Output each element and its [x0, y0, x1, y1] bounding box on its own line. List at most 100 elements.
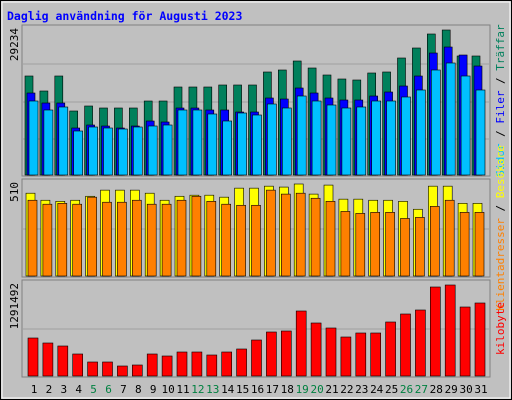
- x-tick-label: 14: [221, 383, 235, 396]
- x-tick-label: 19: [296, 383, 309, 396]
- bar: [58, 106, 69, 176]
- bar: [430, 69, 441, 176]
- bar: [474, 212, 485, 277]
- bar: [400, 218, 410, 277]
- bar: [236, 204, 246, 277]
- legend-entry: Besökare: [494, 145, 507, 198]
- bar: [251, 204, 261, 277]
- x-tick-label: 26: [400, 383, 413, 396]
- bar: [132, 199, 142, 277]
- x-tick-label: 16: [251, 383, 264, 396]
- bar: [161, 355, 173, 377]
- legend-entry: Träffar: [494, 24, 507, 71]
- bar: [28, 100, 39, 176]
- bar: [326, 104, 337, 176]
- bar: [296, 95, 307, 176]
- bar: [42, 342, 54, 377]
- x-tick-label: 22: [340, 383, 353, 396]
- legend: kilobyte: [494, 302, 507, 355]
- bar: [474, 302, 486, 377]
- x-tick-label: 24: [370, 383, 384, 396]
- x-tick-label: 25: [385, 383, 398, 396]
- x-tick-label: 4: [75, 383, 82, 396]
- x-tick-label: 18: [281, 383, 294, 396]
- bar: [57, 345, 69, 377]
- legend-separator: /: [494, 124, 507, 144]
- bar: [341, 107, 352, 176]
- x-tick-label: 9: [150, 383, 157, 396]
- bar: [221, 351, 232, 377]
- y-tick-label: 29234: [8, 28, 21, 61]
- bar: [355, 332, 367, 377]
- bar: [281, 107, 292, 176]
- bar: [176, 351, 188, 377]
- x-tick-label: 28: [430, 383, 443, 396]
- x-tick-label: 29: [445, 383, 458, 396]
- bar: [191, 195, 202, 277]
- bar: [103, 127, 113, 176]
- bar: [385, 212, 395, 277]
- x-tick-label: 2: [46, 383, 53, 396]
- bar: [460, 75, 471, 176]
- bar: [162, 124, 173, 176]
- bar: [221, 203, 231, 277]
- bar: [146, 353, 158, 377]
- bar: [132, 364, 143, 377]
- x-tick-label: 11: [176, 383, 189, 396]
- bar: [117, 365, 128, 377]
- bar: [27, 337, 39, 377]
- bar: [459, 212, 470, 277]
- x-tick-label: 12: [191, 383, 204, 396]
- bar: [72, 203, 82, 277]
- bar: [429, 206, 440, 277]
- x-tick-label: 1: [31, 383, 38, 396]
- bar: [459, 306, 471, 377]
- x-tick-label: 21: [325, 383, 338, 396]
- bar: [415, 217, 425, 277]
- bar: [87, 196, 97, 277]
- bar: [280, 330, 292, 377]
- bar: [73, 130, 83, 176]
- bar: [325, 327, 337, 377]
- y-tick-label: 510: [8, 182, 21, 202]
- bar: [88, 126, 98, 176]
- chart-title: Daglig användning för Augusti 2023: [7, 9, 242, 23]
- bar: [192, 109, 203, 176]
- bar: [340, 211, 351, 277]
- bar: [222, 120, 232, 176]
- x-tick-label: 3: [60, 383, 67, 396]
- bar: [206, 354, 218, 377]
- bar: [325, 201, 336, 277]
- bar: [43, 109, 54, 176]
- x-tick-label: 10: [161, 383, 174, 396]
- y-tick-label: 1291492: [8, 283, 21, 329]
- bar: [102, 361, 113, 377]
- legend: Sidor / Filer / Träffar: [494, 24, 507, 177]
- bar: [42, 203, 53, 277]
- bar: [295, 310, 307, 377]
- bar: [57, 203, 68, 277]
- bar: [475, 89, 486, 176]
- bar: [161, 203, 172, 277]
- bar: [236, 348, 247, 377]
- legend-separator: /: [494, 71, 507, 91]
- bar: [280, 193, 291, 277]
- bar: [252, 114, 262, 176]
- bar: [356, 106, 367, 176]
- bar: [146, 203, 157, 277]
- x-tick-label: 6: [105, 383, 112, 396]
- x-tick-label: 17: [266, 383, 279, 396]
- bar: [370, 332, 382, 377]
- bar: [266, 189, 276, 277]
- bar: [206, 201, 217, 277]
- x-tick-label: 7: [120, 383, 127, 396]
- x-tick-label: 31: [474, 383, 487, 396]
- bar: [191, 351, 203, 377]
- bar: [311, 100, 322, 176]
- bar: [118, 128, 128, 176]
- bar: [295, 192, 306, 277]
- bar: [355, 213, 366, 277]
- bar: [416, 89, 426, 176]
- x-tick-label: 20: [310, 383, 323, 396]
